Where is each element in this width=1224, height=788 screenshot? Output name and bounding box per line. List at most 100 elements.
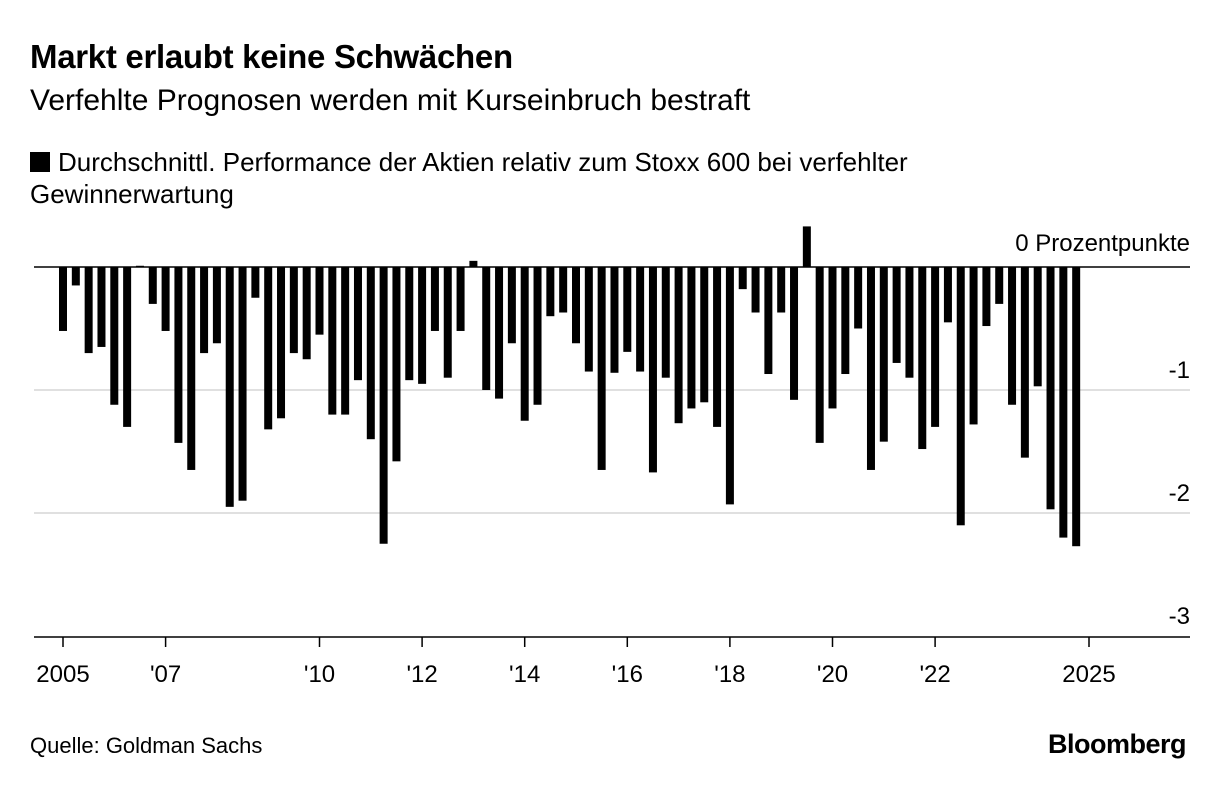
bar bbox=[764, 267, 773, 375]
bar bbox=[687, 267, 696, 409]
bar bbox=[418, 267, 427, 384]
bar bbox=[187, 267, 196, 470]
y-tick-label: -2 bbox=[1169, 480, 1190, 507]
y-tick-label: -3 bbox=[1169, 603, 1190, 630]
bar bbox=[315, 267, 324, 335]
bar bbox=[597, 267, 606, 470]
legend-label: Durchschnittl. Performance der Aktien re… bbox=[30, 147, 908, 209]
bar bbox=[661, 267, 670, 378]
bar bbox=[854, 267, 863, 329]
bar bbox=[790, 267, 799, 400]
bar bbox=[495, 267, 504, 399]
bar bbox=[1033, 267, 1042, 387]
x-tick-label: '10 bbox=[304, 661, 335, 688]
bar bbox=[1020, 267, 1029, 458]
bar bbox=[918, 267, 927, 450]
bar bbox=[533, 267, 542, 405]
x-tick-label: 2005 bbox=[36, 661, 89, 688]
chart-title: Markt erlaubt keine Schwächen bbox=[30, 38, 513, 75]
x-tick-label: '07 bbox=[150, 661, 181, 688]
y-tick-label: -1 bbox=[1169, 357, 1190, 384]
bar bbox=[379, 267, 388, 544]
bar bbox=[636, 267, 645, 372]
bar bbox=[251, 267, 260, 298]
x-tick-label: '14 bbox=[509, 661, 540, 688]
x-tick-label: '12 bbox=[406, 661, 437, 688]
bar bbox=[456, 267, 465, 331]
x-tick-label: '18 bbox=[714, 661, 745, 688]
bar bbox=[879, 267, 888, 442]
bar bbox=[212, 267, 221, 344]
bar bbox=[931, 267, 940, 427]
bar bbox=[392, 267, 401, 462]
bar bbox=[713, 267, 722, 427]
bar bbox=[623, 267, 632, 352]
bar bbox=[366, 267, 375, 440]
bar bbox=[700, 267, 709, 403]
bar bbox=[1072, 267, 1081, 547]
x-tick-label: '22 bbox=[919, 661, 950, 688]
x-tick-label: '16 bbox=[612, 661, 643, 688]
x-tick-label: 2025 bbox=[1062, 661, 1115, 688]
bar bbox=[969, 267, 978, 425]
chart-subtitle: Verfehlte Prognosen werden mit Kurseinbr… bbox=[30, 84, 751, 117]
bar bbox=[751, 267, 760, 313]
bar bbox=[84, 267, 93, 354]
bar bbox=[277, 267, 286, 419]
legend: Durchschnittl. Performance der Aktien re… bbox=[30, 146, 1080, 210]
bar bbox=[430, 267, 439, 331]
bar bbox=[469, 260, 478, 267]
bar bbox=[264, 267, 273, 430]
bar bbox=[982, 267, 991, 327]
bar bbox=[238, 267, 247, 501]
bar bbox=[943, 267, 952, 323]
bar bbox=[738, 267, 747, 290]
bar bbox=[584, 267, 593, 372]
bar bbox=[905, 267, 914, 378]
bar bbox=[148, 267, 157, 304]
bar bbox=[841, 267, 850, 375]
bar bbox=[225, 267, 234, 507]
bar bbox=[956, 267, 965, 526]
bloomberg-logo: Bloomberg bbox=[1047, 729, 1187, 759]
bar bbox=[97, 267, 106, 347]
bar bbox=[546, 267, 555, 317]
bar bbox=[648, 267, 657, 473]
bar bbox=[110, 267, 119, 405]
bar bbox=[777, 267, 786, 313]
bar bbox=[559, 267, 568, 313]
bar bbox=[507, 267, 516, 344]
bar bbox=[482, 267, 491, 390]
bar bbox=[610, 267, 619, 373]
bar bbox=[302, 267, 311, 360]
bar bbox=[674, 267, 683, 424]
bar bbox=[725, 267, 734, 505]
bar bbox=[174, 267, 183, 443]
bar bbox=[572, 267, 580, 344]
bar bbox=[200, 267, 209, 354]
bar bbox=[161, 267, 170, 331]
bar bbox=[123, 267, 132, 427]
bar bbox=[341, 267, 350, 415]
bar bbox=[802, 226, 811, 267]
bar bbox=[71, 267, 80, 286]
source-note: Quelle: Goldman Sachs bbox=[30, 733, 263, 758]
bar bbox=[1008, 267, 1017, 405]
bar bbox=[520, 267, 529, 421]
bar bbox=[995, 267, 1004, 304]
bar bbox=[1046, 267, 1055, 510]
y-unit-label: 0 Prozentpunkte bbox=[1015, 230, 1190, 257]
bar bbox=[866, 267, 875, 470]
bar bbox=[815, 267, 824, 443]
bar bbox=[353, 267, 362, 381]
bar bbox=[892, 267, 901, 363]
bar bbox=[328, 267, 337, 415]
bar bbox=[59, 267, 67, 331]
bar bbox=[443, 267, 452, 378]
bar bbox=[289, 267, 298, 354]
x-tick-label: '20 bbox=[817, 661, 848, 688]
bar bbox=[1059, 267, 1068, 538]
legend-swatch bbox=[30, 152, 50, 172]
bar bbox=[405, 267, 414, 381]
